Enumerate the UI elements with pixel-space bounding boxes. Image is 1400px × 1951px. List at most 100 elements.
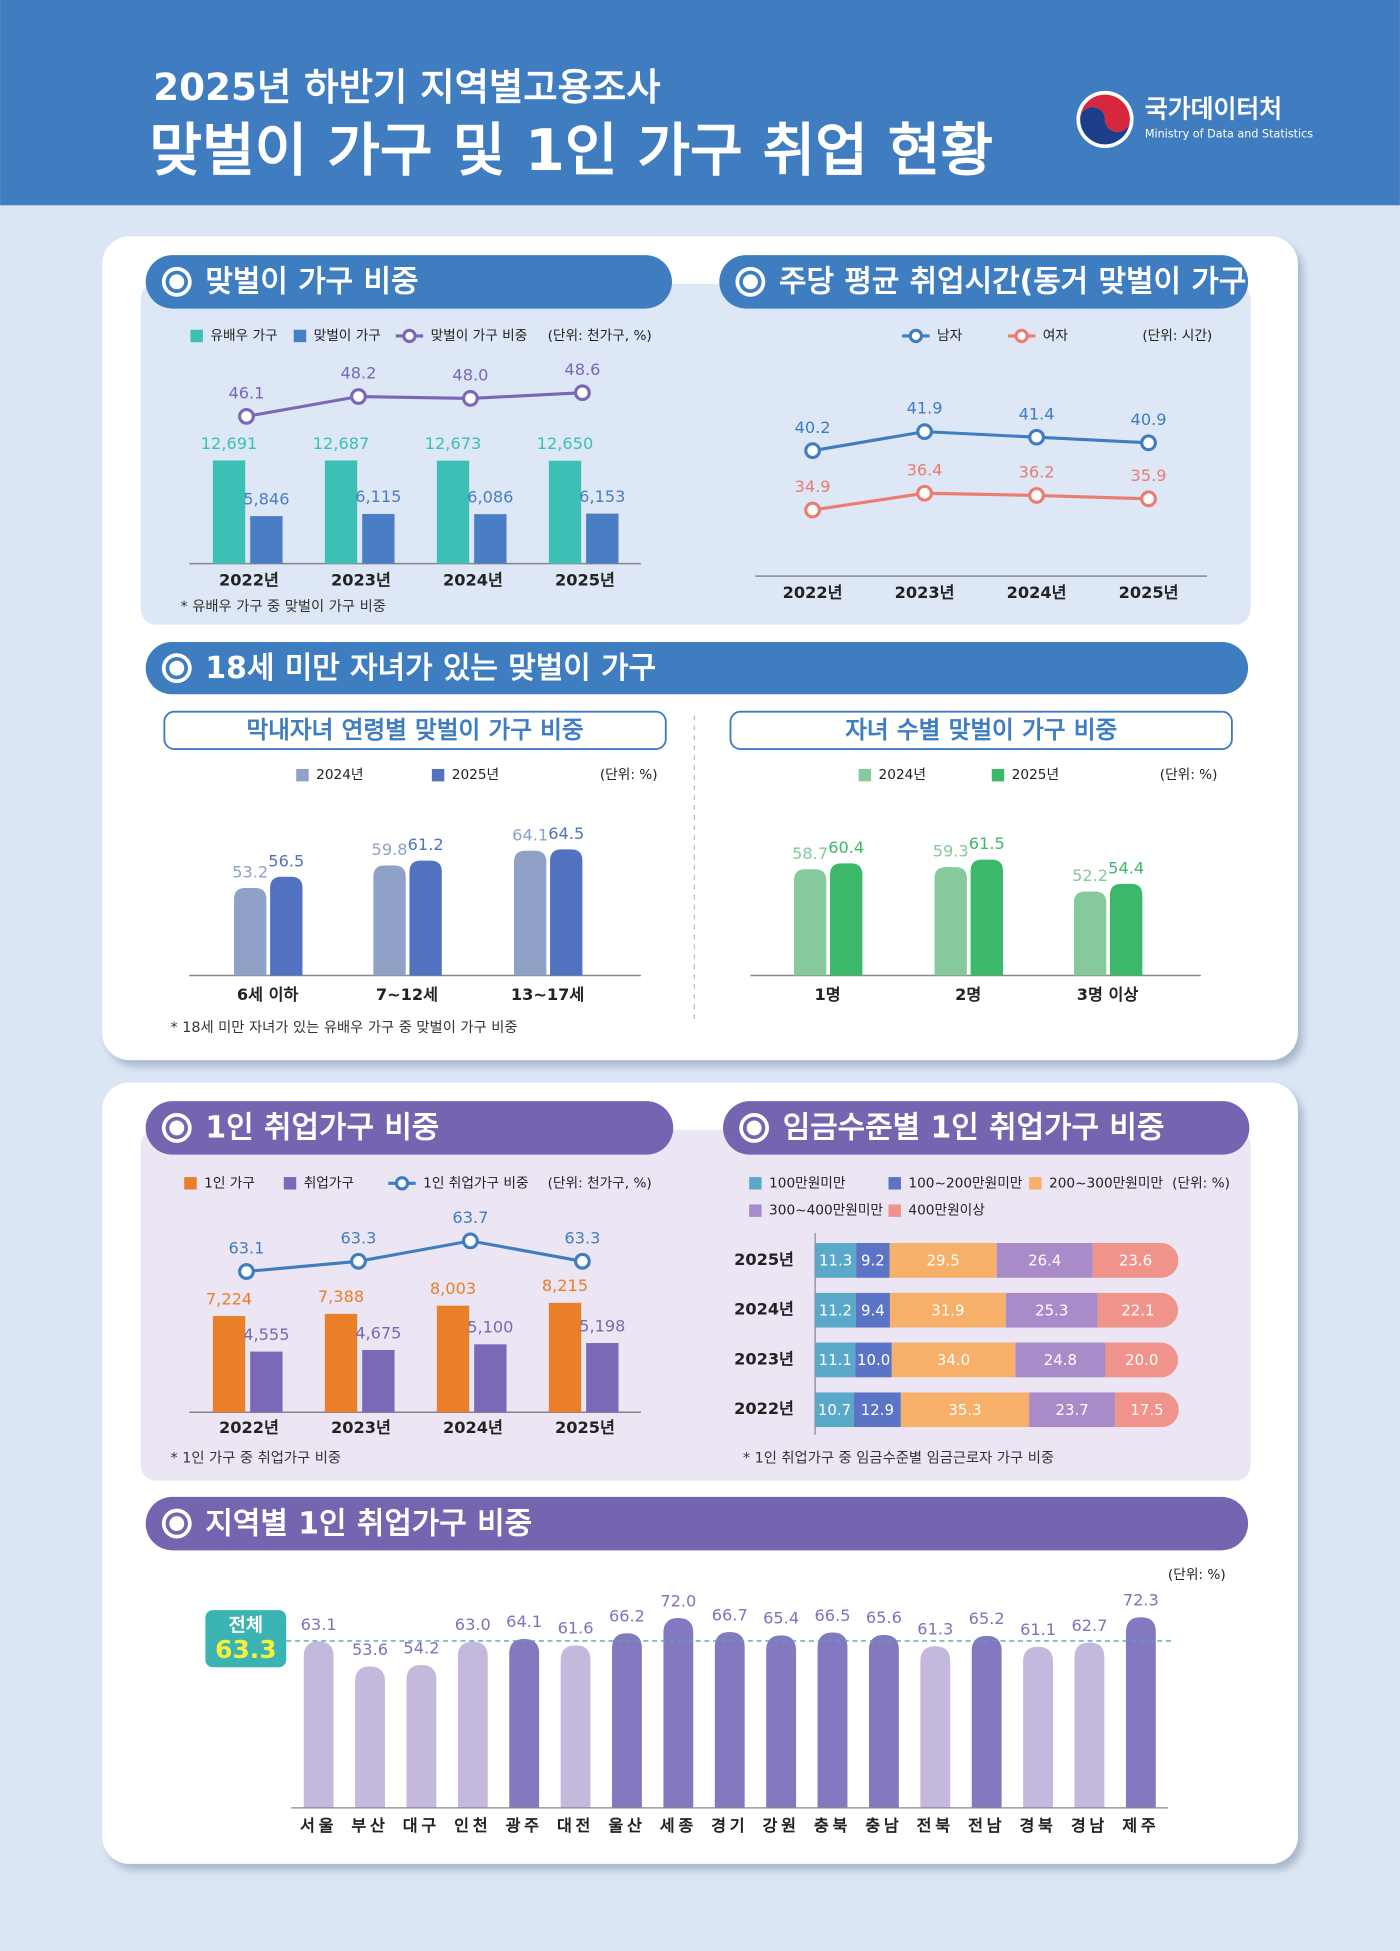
bar <box>830 863 863 976</box>
bar <box>1109 883 1143 976</box>
data-label: 34.9 <box>795 477 831 496</box>
data-label: 52.2 <box>1072 866 1108 885</box>
line-point <box>1028 428 1045 446</box>
reference-box <box>205 1610 287 1668</box>
reference-label: 전체 <box>229 1616 263 1637</box>
logo: 국가데이터처 Ministry of Data and Statistics <box>1076 90 1313 149</box>
bar <box>436 1305 470 1413</box>
bar <box>513 850 547 976</box>
bar <box>409 860 442 976</box>
data-label: 66.2 <box>609 1607 645 1626</box>
bar <box>766 1635 797 1808</box>
bar-segment <box>856 1243 890 1278</box>
x-tick-label: 2023년 <box>331 571 391 590</box>
line-point <box>238 1263 255 1280</box>
data-label: 66.7 <box>712 1605 748 1624</box>
reference-value: 63.3 <box>215 1635 276 1664</box>
x-tick-label: 2023년 <box>331 1418 391 1437</box>
subtitle-box <box>163 710 667 750</box>
x-tick-label: 6세 이하 <box>237 985 299 1004</box>
logo-red <box>1080 94 1130 132</box>
section-title: 18세 미만 자녀가 있는 맞벌이 가구 <box>205 651 656 686</box>
header-band <box>0 0 1400 206</box>
x-tick-label: 경북 <box>1019 1816 1056 1835</box>
data-label: 9.2 <box>861 1252 885 1270</box>
header-icon <box>169 660 185 676</box>
bar <box>362 513 395 564</box>
bar-segment <box>1029 1392 1116 1428</box>
data-label: 64.1 <box>506 1612 542 1631</box>
line <box>812 430 1149 453</box>
data-label: 53.2 <box>232 863 268 882</box>
data-label: 64.1 <box>512 825 548 844</box>
bar <box>586 513 619 564</box>
bar <box>324 1313 358 1413</box>
data-label: 4,675 <box>355 1323 401 1342</box>
line-point <box>916 423 933 441</box>
legend-swatch <box>1014 328 1029 344</box>
chart-title: 막내자녀 연령별 맞벌이 가구 비중 <box>246 716 583 744</box>
data-label: 65.6 <box>866 1608 902 1627</box>
bar <box>436 460 470 564</box>
section-header <box>723 1101 1250 1155</box>
note: * 1인 취업가구 중 임금수준별 임금근로자 가구 비중 <box>743 1449 1054 1466</box>
x-tick-label: 2024년 <box>443 571 503 590</box>
legend-label: 맞벌이 가구 비중 <box>431 328 528 344</box>
data-label: 40.9 <box>1131 410 1167 429</box>
bar <box>250 516 283 564</box>
data-label: 63.3 <box>564 1228 600 1247</box>
bar-segment <box>891 1342 1016 1378</box>
x-tick-label: 대전 <box>557 1816 594 1835</box>
x-tick-label: 세종 <box>660 1816 697 1835</box>
line-point <box>1140 490 1157 508</box>
line-point <box>804 442 822 460</box>
bar <box>303 1641 334 1808</box>
bar <box>817 1632 848 1808</box>
x-tick-label: 광주 <box>506 1816 543 1835</box>
legend-swatch <box>283 1177 297 1190</box>
data-label: 23.7 <box>1056 1401 1089 1419</box>
line-point <box>238 407 255 425</box>
logo-blue <box>1080 107 1130 145</box>
x-tick-label: 제주 <box>1122 1816 1159 1835</box>
bar-segment <box>900 1392 1030 1428</box>
note: * 1인 가구 중 취업가구 비중 <box>171 1449 342 1466</box>
line <box>812 491 1149 512</box>
data-label: 12,691 <box>201 434 258 453</box>
section-header <box>145 1496 1249 1551</box>
y-tick-label: 2023년 <box>734 1349 794 1368</box>
bar-segment <box>815 1342 856 1378</box>
data-label: 25.3 <box>1035 1301 1068 1319</box>
x-tick-label: 2022년 <box>219 1418 279 1437</box>
bar-segment <box>1097 1292 1179 1328</box>
bar <box>793 869 827 976</box>
header-icon <box>169 274 185 290</box>
bar-segment <box>815 1392 854 1428</box>
data-label: 59.3 <box>933 842 969 861</box>
bar <box>971 1635 1002 1808</box>
data-label: 8,215 <box>542 1276 588 1295</box>
x-tick-label: 7~12세 <box>376 985 438 1004</box>
data-label: 17.5 <box>1130 1401 1163 1419</box>
x-tick-label: 대구 <box>403 1816 440 1835</box>
unit: (단위: 시간) <box>1142 328 1212 344</box>
x-tick-label: 경기 <box>711 1816 748 1835</box>
header-icon <box>169 1516 185 1532</box>
bar-segment <box>1105 1342 1179 1378</box>
x-tick-label: 1명 <box>814 985 840 1004</box>
data-label: 54.2 <box>403 1638 439 1657</box>
data-label: 53.6 <box>352 1640 388 1659</box>
legend-label: 2024년 <box>316 767 363 783</box>
y-tick-label: 2022년 <box>734 1399 794 1418</box>
section-header <box>145 642 1249 695</box>
line-point <box>804 501 822 519</box>
line-point <box>916 484 933 502</box>
data-label: 63.7 <box>452 1208 488 1227</box>
bar-segment <box>996 1243 1093 1278</box>
line-point <box>462 1232 479 1250</box>
bar <box>362 1349 395 1413</box>
data-label: 12,687 <box>313 434 370 453</box>
bar-segment <box>1015 1342 1106 1378</box>
legend-label: 100~200만원미만 <box>908 1175 1022 1191</box>
data-label: 72.0 <box>660 1591 696 1610</box>
